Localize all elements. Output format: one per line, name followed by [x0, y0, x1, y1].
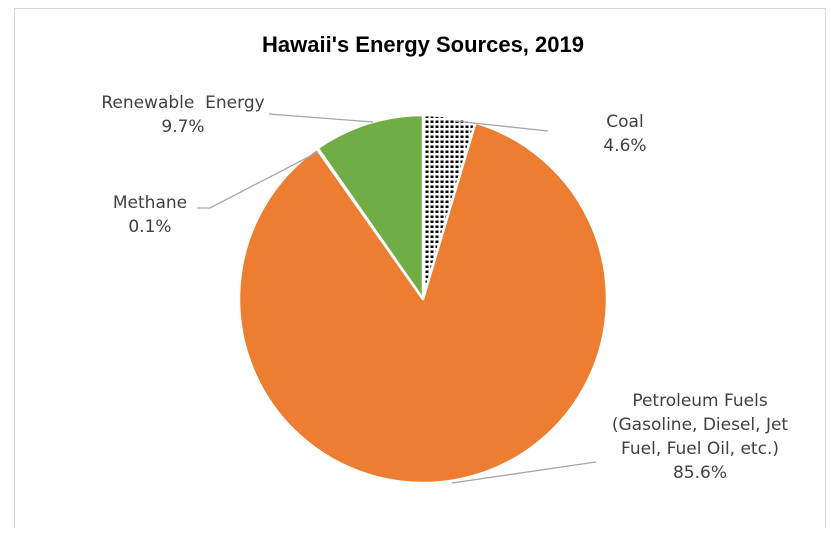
data-label-value: 85.6%: [673, 463, 727, 483]
data-label-category: (Gasoline, Diesel, Jet: [612, 415, 789, 435]
data-label-category: Petroleum Fuels: [632, 391, 768, 411]
chart-frame: [14, 8, 826, 528]
data-label-value: 0.1%: [128, 217, 171, 237]
data-label-category: Methane: [113, 193, 187, 213]
leader-line-methane: [197, 151, 319, 209]
pie-slice-renewable: [316, 113, 425, 301]
data-label-petroleum: Petroleum Fuels (Gasoline, Diesel, Jet Fue…: [612, 391, 789, 483]
data-label-methane: Methane 0.1%: [113, 193, 187, 237]
leader-line-petroleum: [451, 461, 597, 484]
chart-title: Hawaii's Energy Sources, 2019: [262, 32, 584, 57]
data-label-renewable: Renewable Energy 9.7%: [101, 93, 264, 137]
data-label-value: 4.6%: [603, 136, 646, 156]
pie-slice-petroleum: [237, 121, 609, 485]
data-label-category: Fuel, Fuel Oil, etc.): [621, 439, 779, 459]
data-label-coal: Coal 4.6%: [603, 112, 646, 156]
data-label-category: Renewable Energy: [101, 93, 264, 113]
leader-line-renewable: [268, 113, 374, 123]
leader-line-coal: [454, 120, 549, 132]
data-label-category: Coal: [606, 112, 643, 132]
data-label-value: 9.7%: [161, 117, 204, 137]
